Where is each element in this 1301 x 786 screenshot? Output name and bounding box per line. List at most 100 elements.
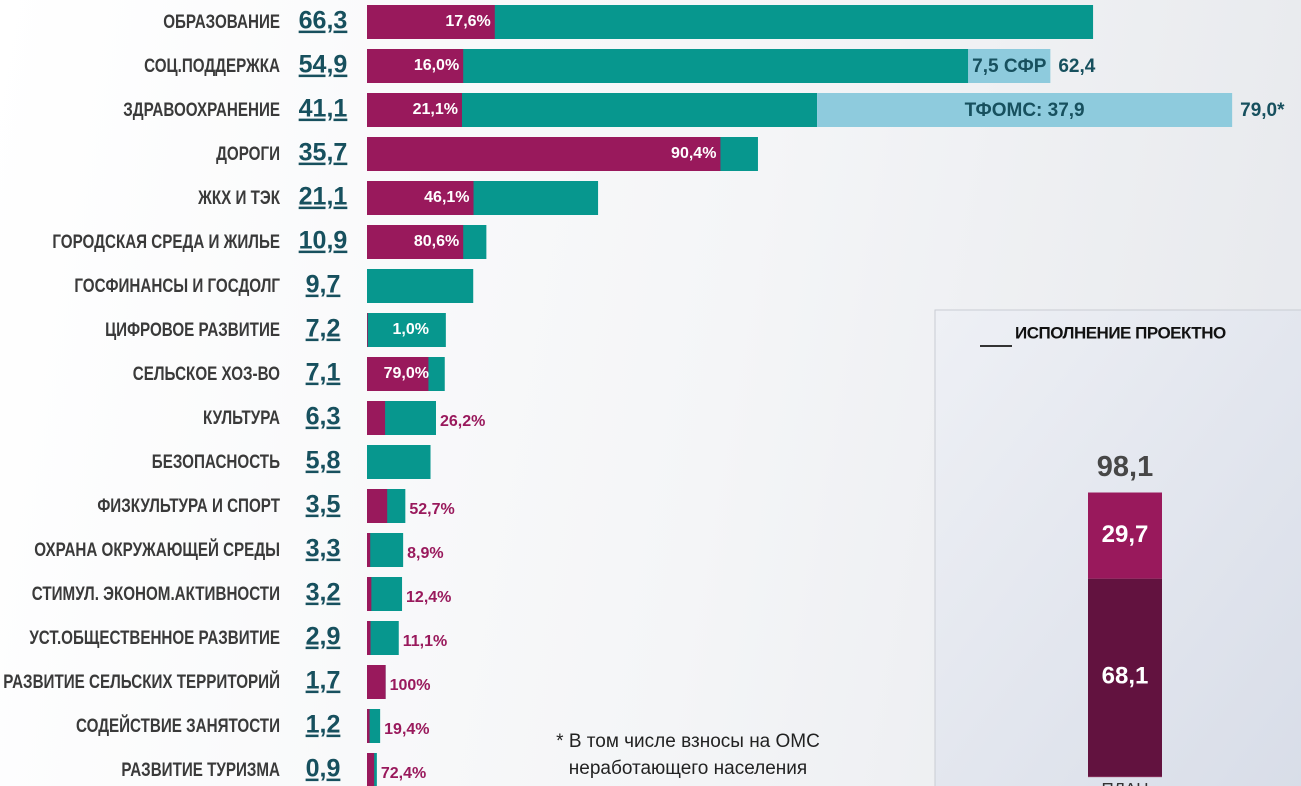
share-bar (367, 621, 371, 655)
panel-content: ИСПОЛНЕНИЕ ПРОЕКТНО0,368,129,798,1ПЛАН (1015, 323, 1226, 786)
category-label: ПЛАН (1102, 779, 1149, 786)
bar (367, 269, 474, 303)
share-bar (367, 489, 388, 523)
total-label: 98,1 (1097, 451, 1153, 483)
value-label: 3,5 (306, 491, 341, 519)
segment-label: 29,7 (1102, 521, 1149, 548)
category-label: СОЦ.ПОДДЕРЖКА (144, 54, 280, 76)
category-label: РАЗВИТИЕ СЕЛЬСКИХ ТЕРРИТОРИЙ (3, 670, 280, 692)
category-label: СТИМУЛ. ЭКОНОМ.АКТИВНОСТИ (32, 582, 280, 604)
category-group: БЕЗОПАСНОСТЬ (152, 450, 280, 472)
share-label: 79,0% (384, 365, 429, 382)
share-bar (367, 181, 474, 215)
share-label: 90,4% (671, 145, 716, 162)
category-label: СОДЕЙСТВИЕ ЗАНЯТОСТИ (76, 714, 280, 736)
category-group: КУЛЬТУРА (203, 406, 280, 428)
extra-bar (968, 49, 1051, 83)
value-label: 1,7 (306, 667, 341, 695)
share-label: 16,0% (414, 57, 459, 74)
category-group: СЕЛЬСКОЕ ХОЗ-ВО (133, 362, 280, 384)
category-label: УСТ.ОБЩЕСТВЕННОЕ РАЗВИТИЕ (29, 626, 280, 648)
stack-segment (1088, 776, 1162, 778)
share-bar (367, 357, 429, 391)
panel-title: ИСПОЛНЕНИЕ ПРОЕКТНО (1015, 323, 1226, 342)
share-label: 46,1% (424, 189, 469, 206)
share-label: 1,0% (393, 321, 429, 338)
value-label: 9,7 (306, 271, 341, 299)
bar (367, 709, 381, 743)
share-bar (367, 49, 464, 83)
value-label: 54,9 (299, 51, 348, 79)
category-group: РАЗВИТИЕ ТУРИЗМА (121, 758, 280, 780)
category-group: ДОРОГИ (216, 142, 280, 164)
share-bar (367, 137, 721, 171)
value-label: 1,2 (306, 711, 341, 739)
bar (367, 313, 446, 347)
share-bar (367, 313, 368, 347)
share-label: 52,7% (409, 501, 454, 518)
category-label: ОБРАЗОВАНИЕ (163, 10, 280, 32)
category-group: ЗДРАВООХРАНЕНИЕ (123, 98, 280, 120)
category-label: ГОРОДСКАЯ СРЕДА И ЖИЛЬЕ (52, 230, 280, 252)
category-label: ЗДРАВООХРАНЕНИЕ (123, 98, 280, 120)
value-label: 35,7 (299, 139, 348, 167)
value-label: 41,1 (299, 95, 348, 123)
category-group: ЦИФРОВОЕ РАЗВИТИЕ (105, 318, 280, 340)
category-group: РАЗВИТИЕ СЕЛЬСКИХ ТЕРРИТОРИЙ (3, 670, 280, 692)
category-label: ГОСФИНАНСЫ И ГОСДОЛГ (74, 274, 280, 296)
extra-label: ТФОМС: 37,9 (965, 100, 1085, 121)
value-label: 0,9 (306, 755, 341, 783)
value-label: 6,3 (306, 403, 341, 431)
share-bar (367, 401, 386, 435)
footnote: * В том числе взносы на ОМС (556, 731, 820, 752)
category-label: КУЛЬТУРА (203, 406, 280, 428)
share-bar (367, 753, 375, 786)
category-label: ЦИФРОВОЕ РАЗВИТИЕ (105, 318, 280, 340)
share-bar (367, 577, 372, 611)
bar (367, 577, 403, 611)
bar (367, 49, 969, 83)
share-label: 80,6% (414, 233, 459, 250)
share-label: 11,1% (403, 633, 447, 650)
category-label: ЖКХ И ТЭК (197, 186, 280, 208)
extra-label: 7,5 СФР (972, 56, 1047, 77)
value-label: 2,9 (306, 623, 341, 651)
share-label: 100% (390, 677, 431, 694)
category-label: ДОРОГИ (216, 142, 280, 164)
share-label: 12,4% (406, 589, 451, 606)
share-label: 17,6% (445, 13, 490, 30)
category-group: ОБРАЗОВАНИЕ (163, 10, 280, 32)
bar (367, 533, 404, 567)
extra-total: 79,0* (1240, 100, 1285, 121)
value-label: 3,2 (306, 579, 341, 607)
category-group: ГОСФИНАНСЫ И ГОСДОЛГ (74, 274, 280, 296)
share-label: 21,1% (413, 101, 458, 118)
share-bar (367, 665, 386, 699)
category-group: ОХРАНА ОКРУЖАЮЩЕЙ СРЕДЫ (34, 538, 280, 560)
category-label: РАЗВИТИЕ ТУРИЗМА (121, 758, 280, 780)
segment-label: 68,1 (1102, 663, 1149, 690)
category-group: УСТ.ОБЩЕСТВЕННОЕ РАЗВИТИЕ (29, 626, 280, 648)
category-label: СЕЛЬСКОЕ ХОЗ-ВО (133, 362, 280, 384)
share-bar (367, 709, 370, 743)
extra-total: 62,4 (1058, 56, 1095, 77)
value-label: 66,3 (299, 7, 348, 35)
category-group: ГОРОДСКАЯ СРЕДА И ЖИЛЬЕ (52, 230, 280, 252)
value-label: 10,9 (299, 227, 348, 255)
share-label: 19,4% (384, 721, 429, 738)
share-label: 8,9% (407, 545, 443, 562)
share-label: 72,4% (381, 765, 426, 782)
value-label: 5,8 (306, 447, 341, 475)
value-label: 3,3 (306, 535, 341, 563)
extra-bar (817, 93, 1233, 127)
category-label: ФИЗКУЛЬТУРА И СПОРТ (97, 494, 280, 516)
value-label: 21,1 (299, 183, 348, 211)
value-label: 7,1 (306, 359, 341, 387)
category-label: БЕЗОПАСНОСТЬ (152, 450, 280, 472)
share-bar (367, 93, 462, 127)
category-group: СОДЕЙСТВИЕ ЗАНЯТОСТИ (76, 714, 280, 736)
category-group: ФИЗКУЛЬТУРА И СПОРТ (97, 494, 280, 516)
share-bar (367, 5, 495, 39)
value-label: 7,2 (306, 315, 341, 343)
